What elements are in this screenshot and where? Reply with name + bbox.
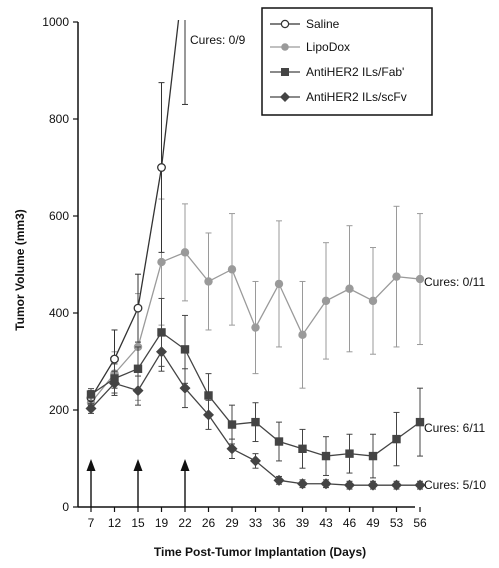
x-tick-label: 7: [88, 516, 95, 530]
annotation-lipodox-cures: Cures: 0/11: [424, 275, 485, 289]
data-point: [298, 444, 307, 453]
data-point: [368, 296, 378, 306]
y-tick-label: 400: [49, 306, 69, 320]
data-point: [203, 409, 214, 421]
y-tick-label: 1000: [42, 15, 69, 29]
data-point: [132, 385, 144, 397]
x-tick-label: 56: [413, 516, 427, 530]
data-point: [180, 248, 190, 257]
open-circle-marker-icon: [280, 19, 290, 29]
data-point: [298, 330, 307, 340]
data-point: [227, 420, 237, 429]
data-point: [251, 417, 260, 427]
data-point: [345, 284, 354, 293]
x-tick-label: 12: [108, 516, 122, 530]
x-tick-label: 26: [202, 516, 216, 530]
x-tick-label: 33: [249, 516, 263, 530]
y-tick-label: 800: [49, 112, 69, 126]
data-point: [85, 403, 97, 415]
data-point: [321, 296, 331, 306]
series-antiher2-ils-scfv: [85, 331, 425, 491]
data-point: [110, 354, 119, 364]
data-point: [415, 417, 425, 427]
y-tick-label: 600: [49, 209, 69, 223]
treatment-arrow-head: [133, 459, 143, 471]
x-axis-title: Time Post-Tumor Implantation (Days): [154, 545, 366, 559]
square-marker-icon: [281, 68, 289, 76]
annotation-scfv-cures: Cures: 5/10: [424, 478, 486, 492]
diamond-marker-icon: [280, 92, 290, 102]
y-tick-label: 0: [62, 500, 69, 514]
data-point: [321, 451, 331, 461]
x-tick-label: 49: [366, 516, 380, 530]
data-point: [156, 346, 167, 358]
data-point: [204, 391, 213, 400]
legend-label-scfv: AntiHER2 ILs/scFv: [306, 90, 407, 104]
legend-label-lipodox: LipoDox: [306, 40, 350, 54]
legend-item-fab: AntiHER2 ILs/Fab': [270, 65, 404, 79]
data-point: [273, 474, 285, 486]
data-point: [320, 478, 332, 490]
data-point: [368, 451, 378, 461]
y-tick-label: 200: [49, 403, 69, 417]
legend-label-fab: AntiHER2 ILs/Fab': [306, 65, 404, 79]
data-point: [204, 277, 213, 286]
x-tick-label: 19: [155, 516, 169, 530]
data-point: [345, 449, 354, 458]
legend-item-saline: Saline: [270, 17, 340, 31]
data-point: [179, 382, 191, 394]
x-tick-label: 22: [178, 516, 192, 530]
data-point: [414, 479, 425, 491]
data-point: [157, 163, 166, 172]
legend-item-scfv: AntiHER2 ILs/scFv: [270, 90, 407, 104]
legend-label-saline: Saline: [306, 17, 340, 31]
data-point: [274, 437, 284, 446]
data-point: [86, 390, 96, 399]
y-axis-title: Tumor Volume (mm3): [13, 209, 27, 331]
treatment-arrow-head: [86, 459, 96, 471]
x-tick-label: 15: [131, 516, 145, 530]
data-point: [250, 455, 261, 467]
annotation-saline-cures: Cures: 0/9: [190, 33, 246, 47]
data-point: [392, 272, 401, 281]
data-point: [109, 377, 120, 389]
data-point: [297, 478, 308, 490]
x-tick-label: 29: [225, 516, 239, 530]
data-point: [157, 257, 166, 267]
x-tick-label: 53: [390, 516, 404, 530]
data-point: [367, 479, 379, 491]
data-point: [133, 303, 143, 313]
data-point: [415, 274, 425, 284]
data-point: [391, 479, 402, 491]
data-point: [180, 345, 190, 354]
gray-circle-marker-icon: [281, 43, 289, 51]
plot-area: 0 200 400 600 800 1000 7 12 15 19 22 26 29 33 36 39 43 46…: [42, 15, 427, 530]
legend: Saline LipoDox AntiHER2 ILs/Fab' AntiHER…: [261, 7, 433, 116]
data-point: [133, 364, 143, 373]
data-point: [227, 265, 237, 274]
legend-item-lipodox: LipoDox: [270, 40, 350, 54]
x-tick-label: 39: [296, 516, 310, 530]
x-tick-label: 46: [343, 516, 357, 530]
treatment-arrow-head: [180, 459, 190, 471]
data-point: [344, 479, 355, 491]
data-point: [226, 443, 238, 455]
data-point: [251, 323, 260, 332]
x-tick-label: 36: [272, 516, 286, 530]
data-point: [392, 434, 401, 444]
data-point: [274, 279, 284, 289]
annotation-fab-cures: Cures: 6/11: [424, 421, 485, 435]
x-tick-label: 43: [319, 516, 333, 530]
